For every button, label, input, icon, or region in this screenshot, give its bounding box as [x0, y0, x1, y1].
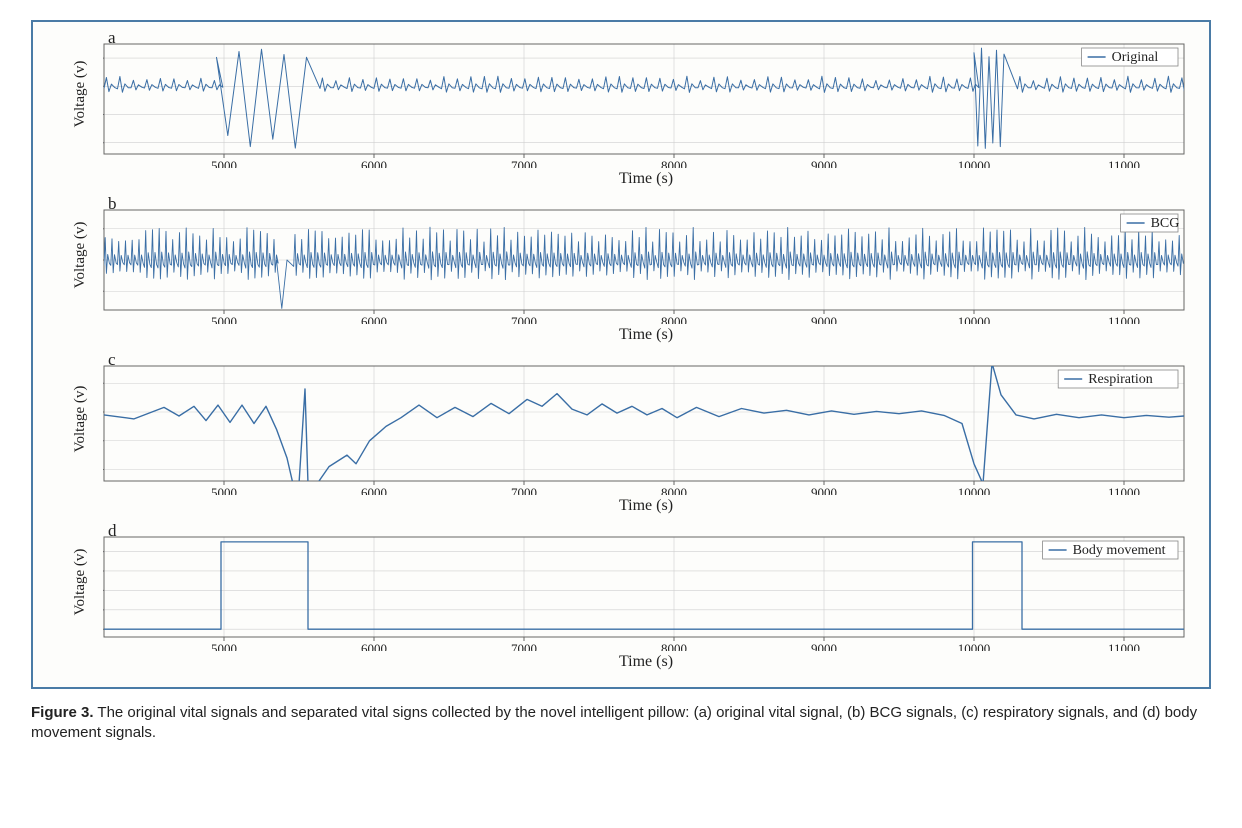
svg-text:10000: 10000 [958, 485, 991, 495]
svg-text:7000: 7000 [511, 158, 537, 168]
chart-svg: -1000-5000500500060007000800090001000011… [103, 30, 1185, 168]
signal-line [104, 48, 1185, 148]
figure-caption: Figure 3. The original vital signals and… [31, 703, 1211, 744]
svg-text:9000: 9000 [811, 314, 837, 324]
legend-label: Respiration [1088, 372, 1153, 387]
svg-text:8000: 8000 [661, 314, 687, 324]
svg-text:5000: 5000 [211, 641, 237, 651]
y-axis-label: Voltage (v) [72, 222, 89, 289]
signal-line [104, 363, 1184, 484]
svg-text:10000: 10000 [958, 641, 991, 651]
svg-text:5000: 5000 [211, 158, 237, 168]
svg-text:11000: 11000 [1108, 641, 1140, 651]
svg-text:8000: 8000 [661, 158, 687, 168]
panel-letter: b [108, 194, 117, 214]
svg-text:8000: 8000 [661, 641, 687, 651]
svg-text:11000: 11000 [1108, 158, 1140, 168]
panel-letter: a [108, 28, 116, 48]
panel-letter: c [108, 350, 116, 370]
caption-label: Figure 3. [31, 704, 94, 721]
svg-text:6000: 6000 [361, 641, 387, 651]
svg-text:10000: 10000 [958, 314, 991, 324]
svg-text:5000: 5000 [211, 314, 237, 324]
chart-svg: -101500060007000800090001000011000BCG [103, 196, 1185, 324]
svg-text:8000: 8000 [661, 485, 687, 495]
legend-label: Body movement [1073, 543, 1166, 558]
subplot-c: cVoltage (v)-10-505500060007000800090001… [43, 352, 1199, 515]
plot-area: -1000-5000500500060007000800090001000011… [103, 30, 1189, 188]
x-axis-label: Time (s) [103, 326, 1189, 344]
caption-text: The original vital signals and separated… [31, 704, 1197, 741]
plot-area: 0200400600800500060007000800090001000011… [103, 523, 1189, 671]
x-axis-label: Time (s) [103, 170, 1189, 188]
svg-text:9000: 9000 [811, 485, 837, 495]
svg-text:11000: 11000 [1108, 314, 1140, 324]
svg-text:6000: 6000 [361, 314, 387, 324]
plot-area: -101500060007000800090001000011000BCGTim… [103, 196, 1189, 344]
subplot-a: aVoltage (v)-1000-5000500500060007000800… [43, 30, 1199, 188]
figure-frame: aVoltage (v)-1000-5000500500060007000800… [31, 20, 1211, 689]
chart-svg: 0200400600800500060007000800090001000011… [103, 523, 1185, 651]
subplot-d: dVoltage (v)0200400600800500060007000800… [43, 523, 1199, 671]
legend-label: BCG [1151, 216, 1180, 231]
legend-label: Original [1112, 50, 1159, 65]
svg-text:6000: 6000 [361, 485, 387, 495]
plot-area: -10-505500060007000800090001000011000Res… [103, 352, 1189, 515]
y-axis-label: Voltage (v) [72, 385, 89, 452]
svg-text:7000: 7000 [511, 641, 537, 651]
svg-text:11000: 11000 [1108, 485, 1140, 495]
svg-text:10000: 10000 [958, 158, 991, 168]
chart-svg: -10-505500060007000800090001000011000Res… [103, 352, 1185, 495]
svg-text:5000: 5000 [211, 485, 237, 495]
signal-line [104, 542, 1184, 629]
svg-text:9000: 9000 [811, 641, 837, 651]
signal-line [104, 227, 1183, 308]
subplot-b: bVoltage (v)-101500060007000800090001000… [43, 196, 1199, 344]
panel-letter: d [108, 521, 117, 541]
x-axis-label: Time (s) [103, 497, 1189, 515]
y-axis-label: Voltage (v) [72, 61, 89, 128]
y-axis-label: Voltage (v) [72, 549, 89, 616]
x-axis-label: Time (s) [103, 653, 1189, 671]
svg-text:7000: 7000 [511, 314, 537, 324]
svg-text:6000: 6000 [361, 158, 387, 168]
svg-text:9000: 9000 [811, 158, 837, 168]
svg-text:7000: 7000 [511, 485, 537, 495]
